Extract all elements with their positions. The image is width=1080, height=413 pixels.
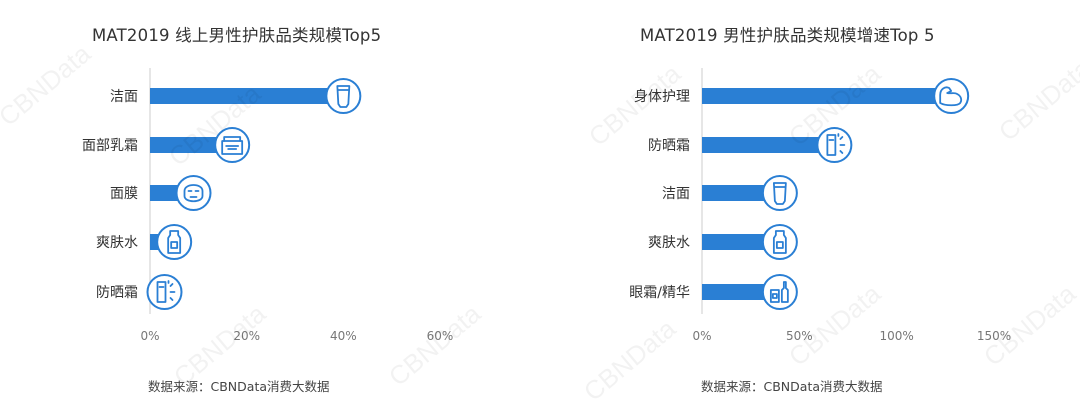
serum-dropper-icon xyxy=(761,274,798,310)
bar xyxy=(702,234,780,250)
bar xyxy=(702,185,780,201)
chart-panel-growth: MAT2019 男性护肤品类规模增速Top 5 身体护理防晒霜洁面爽肤水眼霜/精… xyxy=(540,0,1080,413)
bar xyxy=(150,137,233,153)
category-label: 眼霜/精华 xyxy=(629,285,690,301)
chart-panel-scale: MAT2019 线上男性护肤品类规模Top5 洁面面部乳霜面膜爽肤水防晒霜 0% 2… xyxy=(82,26,454,394)
category-label: 爽肤水 xyxy=(96,235,138,251)
bar xyxy=(702,137,835,153)
x-tick-label: 100% xyxy=(880,329,914,343)
sunscreen-icon xyxy=(816,127,853,163)
sunscreen-icon xyxy=(146,274,183,310)
chart-title: MAT2019 线上男性护肤品类规模Top5 xyxy=(92,26,382,45)
x-tick-label: 50% xyxy=(786,329,813,343)
x-tick-label: 20% xyxy=(233,329,260,343)
category-label: 洁面 xyxy=(662,186,690,202)
x-tick-label: 0% xyxy=(692,329,711,343)
category-label: 面膜 xyxy=(110,186,138,202)
category-label: 身体护理 xyxy=(634,89,690,105)
cream-jar-icon xyxy=(214,127,251,163)
category-label: 洁面 xyxy=(110,89,138,105)
category-label: 防晒霜 xyxy=(648,138,690,154)
arm-muscle-icon xyxy=(933,78,970,114)
x-tick-label: 40% xyxy=(330,329,357,343)
category-label: 面部乳霜 xyxy=(82,138,138,154)
chart-title: MAT2019 男性护肤品类规模增速Top 5 xyxy=(640,26,935,45)
bar xyxy=(702,284,780,300)
bottle-icon xyxy=(156,224,193,260)
tube-icon xyxy=(761,175,798,211)
category-label: 防晒霜 xyxy=(96,285,138,301)
face-mask-icon xyxy=(175,175,212,211)
data-source: 数据来源：CBNData消费大数据 xyxy=(148,379,330,394)
x-tick-label: 60% xyxy=(427,329,454,343)
data-source: 数据来源：CBNData消费大数据 xyxy=(701,379,883,394)
tube-icon xyxy=(325,78,362,114)
category-label: 爽肤水 xyxy=(648,235,690,251)
bar xyxy=(702,88,952,104)
bottle-icon xyxy=(761,224,798,260)
bar xyxy=(150,88,344,104)
x-tick-label: 0% xyxy=(140,329,159,343)
x-tick-label: 150% xyxy=(977,329,1011,343)
